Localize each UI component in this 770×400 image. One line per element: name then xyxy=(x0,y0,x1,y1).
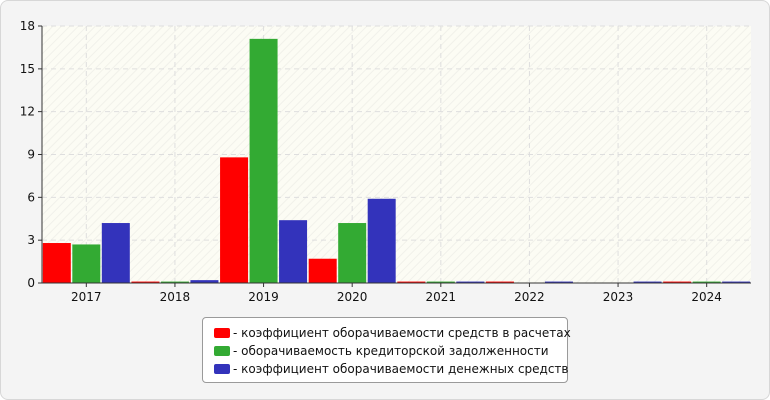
x-tick-label: 2019 xyxy=(248,290,279,304)
bar-2019-series-1 xyxy=(220,157,249,283)
x-tick-label: 2022 xyxy=(514,290,545,304)
bar-2021-series-2 xyxy=(426,281,455,283)
y-tick-label: 6 xyxy=(27,190,35,204)
legend-swatch-red xyxy=(214,328,230,338)
bar-2018-series-1 xyxy=(131,281,160,283)
bar-2018-series-3 xyxy=(190,280,219,283)
x-tick-label: 2024 xyxy=(691,290,722,304)
bar-2021-series-3 xyxy=(456,281,485,283)
bar-2020-series-1 xyxy=(308,258,337,283)
bar-2022-series-3 xyxy=(544,281,573,283)
y-tick-label: 18 xyxy=(20,19,35,33)
bar-2023-series-3 xyxy=(633,281,662,283)
y-tick-label: 9 xyxy=(27,148,35,162)
x-tick-label: 2023 xyxy=(603,290,634,304)
y-tick-label: 15 xyxy=(20,62,35,76)
x-axis-ticks: 2017 2018 2019 2020 2021 2022 2023 2024 xyxy=(71,283,722,304)
y-axis-ticks: 0 3 6 9 12 15 18 xyxy=(20,19,42,290)
bar-2024-series-2 xyxy=(692,281,721,283)
legend-item-settlements: - коэффициент оборачиваемости средств в … xyxy=(214,325,571,341)
grid-lines xyxy=(42,25,751,283)
bar-2017-series-2 xyxy=(72,244,101,283)
legend-label: - оборачиваемость кредиторской задолженн… xyxy=(233,344,549,358)
bar-2020-series-3 xyxy=(367,198,396,283)
bar-2022-series-1 xyxy=(485,281,514,283)
legend-label: - коэффициент оборачиваемости средств в … xyxy=(233,326,571,340)
legend-swatch-green xyxy=(214,346,230,356)
bar-2024-series-1 xyxy=(663,281,692,283)
bar-2018-series-2 xyxy=(160,281,189,283)
bar-2024-series-3 xyxy=(722,281,751,283)
x-tick-label: 2020 xyxy=(337,290,368,304)
chart-legend: - коэффициент оборачиваемости средств в … xyxy=(202,317,571,383)
bar-series xyxy=(42,38,751,283)
legend-item-payables: - оборачиваемость кредиторской задолженн… xyxy=(214,343,549,359)
y-tick-label: 12 xyxy=(20,105,35,119)
bar-2017-series-3 xyxy=(101,223,130,283)
x-tick-label: 2021 xyxy=(426,290,457,304)
bar-2021-series-1 xyxy=(397,281,426,283)
x-tick-label: 2017 xyxy=(71,290,102,304)
bar-2019-series-3 xyxy=(279,220,308,283)
bar-2019-series-2 xyxy=(249,38,278,283)
x-tick-label: 2018 xyxy=(160,290,191,304)
y-tick-label: 3 xyxy=(27,233,35,247)
legend-label: - коэффициент оборачиваемости денежных с… xyxy=(233,362,569,376)
y-tick-label: 0 xyxy=(27,276,35,290)
legend-item-cash: - коэффициент оборачиваемости денежных с… xyxy=(214,361,569,377)
bar-2020-series-2 xyxy=(338,223,367,283)
bar-2017-series-1 xyxy=(42,243,71,283)
legend-swatch-blue xyxy=(214,364,230,374)
